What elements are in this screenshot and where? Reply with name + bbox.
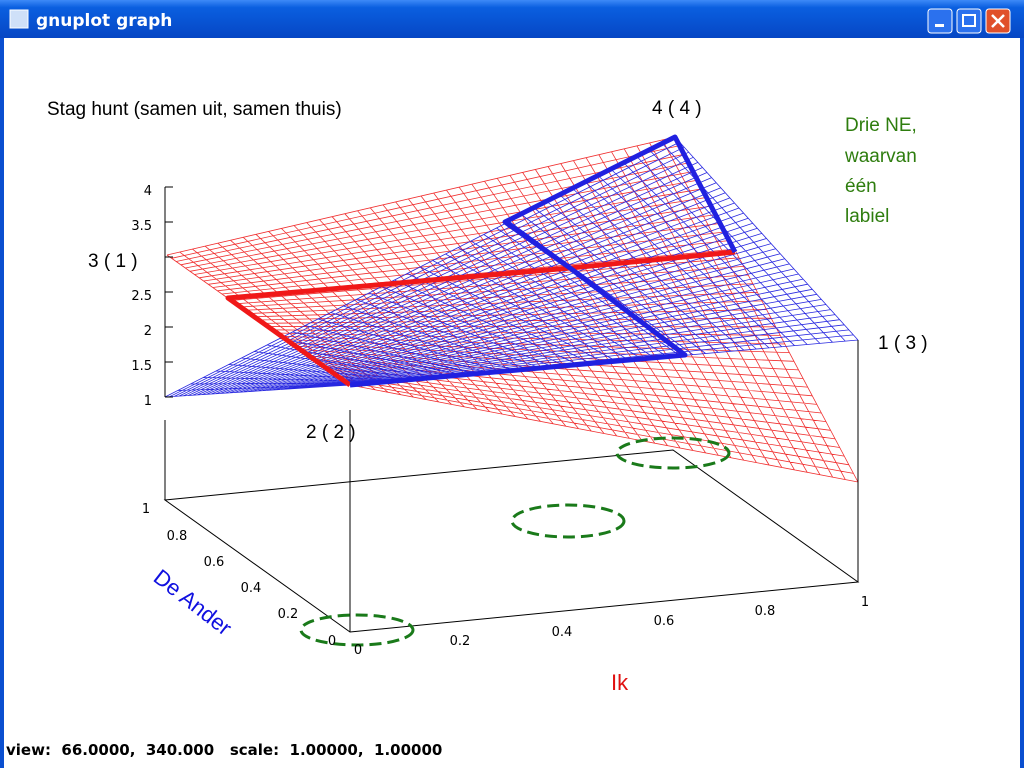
z-tick-label: 3.5 — [131, 219, 152, 234]
maximize-button[interactable] — [956, 8, 982, 34]
blue-path — [349, 134, 738, 388]
x-tick-label: 0.2 — [450, 634, 471, 649]
corner-label: 3 ( 1 ) — [88, 251, 138, 272]
minimize-icon — [935, 24, 944, 27]
y-tick-label: 0.6 — [204, 555, 225, 570]
close-icon — [991, 14, 1005, 28]
annotation-line: waarvan — [844, 146, 917, 167]
floor — [163, 449, 860, 633]
z-tick-label: 1.5 — [131, 359, 152, 374]
window-controls — [927, 8, 1011, 34]
annotation: Drie NE, waarvan één labiel — [844, 115, 917, 227]
z-tick-label: 1 — [144, 394, 152, 409]
maximize-icon — [962, 14, 976, 27]
y-tick-label: 1 — [142, 502, 150, 517]
minimize-button[interactable] — [927, 8, 953, 34]
status-bar: view: 66.0000, 340.000 scale: 1.00000, 1… — [6, 741, 442, 759]
z-tick-label: 4 — [144, 184, 152, 199]
best-response-lines — [225, 134, 738, 388]
x-tick-label: 0 — [354, 643, 362, 658]
ne-ellipse — [615, 436, 731, 470]
x-tick-label: 0.6 — [654, 614, 675, 629]
z-ticks — [165, 186, 173, 398]
y-tick-labels: 1 0.8 0.6 0.4 0.2 0 — [142, 502, 336, 649]
annotation-line: labiel — [845, 206, 889, 227]
x-tick-label: 0.8 — [755, 604, 776, 619]
x-tick-label: 0.4 — [552, 625, 573, 640]
corner-label: 1 ( 3 ) — [878, 333, 928, 354]
y-tick-label: 0.4 — [241, 581, 262, 596]
z-tick-labels: 4 3.5 2.5 2 1.5 1 — [131, 184, 152, 409]
z-tick-label: 2 — [144, 324, 152, 339]
ne-ellipse — [299, 613, 415, 647]
ne-ellipse — [510, 503, 626, 539]
z-tick-label: 2.5 — [131, 289, 152, 304]
x-axis-label: Ik — [611, 670, 629, 695]
corner-label: 4 ( 4 ) — [652, 98, 702, 119]
annotation-line: Drie NE, — [845, 115, 917, 136]
axes — [163, 186, 860, 633]
red-path — [225, 249, 736, 388]
annotation-line: één — [845, 176, 877, 197]
y-tick-label: 0.8 — [167, 529, 188, 544]
title-bar — [0, 0, 1024, 38]
corner-label: 2 ( 2 ) — [306, 422, 356, 443]
y-tick-label: 0.2 — [278, 607, 299, 622]
x-tick-label: 1 — [861, 595, 869, 610]
app-icon — [9, 9, 29, 29]
window-title: gnuplot graph — [36, 11, 172, 31]
y-tick-label: 0 — [328, 634, 336, 649]
ne-markers — [299, 436, 731, 647]
x-tick-labels: 0 0.2 0.4 0.6 0.8 1 — [354, 595, 869, 658]
plot-title: Stag hunt (samen uit, samen thuis) — [47, 99, 342, 120]
